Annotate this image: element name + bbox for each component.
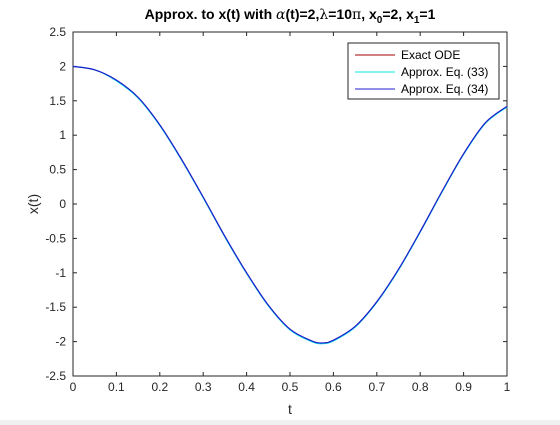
x-tick-label: 0.1 [108, 380, 125, 394]
title-subscript-0: 0 [377, 15, 383, 26]
y-tick-label: 0.5 [49, 163, 66, 177]
x-axis-label: t [288, 401, 292, 417]
legend-label-approx-34: Approx. Eq. (34) [401, 82, 488, 96]
title-subscript-1: 1 [414, 15, 420, 26]
x-tick-label: 0.2 [151, 380, 168, 394]
y-tick-label: -0.5 [45, 231, 66, 245]
title-alpha-symbol: α [276, 7, 286, 23]
chart-title: Approx. to x(t) with α(t)=2,λ=10π, x0=2,… [145, 6, 436, 26]
axis-ticks [72, 31, 508, 377]
title-pi-symbol: π [352, 7, 361, 23]
y-axis-label: x(t) [25, 194, 41, 214]
title-part-1: Approx. to x(t) with [145, 6, 276, 22]
x-tick-label: 0.6 [325, 380, 342, 394]
x-tick-label: 0.5 [282, 380, 299, 394]
axis-tick-labels: 0 0.1 0.2 0.3 0.4 0.5 0.6 0.7 0.8 0.9 1 2.5 2 1.5 1 0.5… [45, 25, 510, 394]
y-tick-label: 2 [59, 59, 66, 73]
x-tick-label: 0.4 [238, 380, 255, 394]
x-tick-label: 0 [70, 380, 77, 394]
y-tick-label: 1.5 [49, 94, 66, 108]
y-tick-label: 2.5 [49, 25, 66, 39]
x-tick-label: 1 [504, 380, 511, 394]
y-tick-label: 1 [59, 128, 66, 142]
legend-label-approx-33: Approx. Eq. (33) [401, 65, 488, 79]
title-part-2: (t)=2, [286, 6, 320, 22]
title-part-6: =1 [419, 6, 435, 22]
y-tick-label: -2.5 [45, 369, 66, 383]
legend: Exact ODE Approx. Eq. (33) Approx. Eq. (… [347, 42, 500, 100]
y-tick-label: 0 [59, 197, 66, 211]
y-tick-label: -2 [55, 335, 66, 349]
series-line-approx-34 [72, 65, 508, 344]
series-lines [72, 65, 508, 345]
title-lambda-symbol: λ [319, 7, 328, 23]
y-tick-label: -1.5 [45, 300, 66, 314]
legend-box [347, 42, 500, 100]
y-tick-label: -1 [55, 266, 66, 280]
title-part-5: =2, x [382, 6, 414, 22]
legend-label-exact-ode: Exact ODE [401, 48, 460, 62]
x-tick-label: 0.9 [455, 380, 472, 394]
title-part-3: =10 [328, 6, 352, 22]
x-tick-label: 0.3 [195, 380, 212, 394]
title-part-4: , x [361, 6, 377, 22]
x-tick-label: 0.7 [368, 380, 385, 394]
x-tick-label: 0.8 [412, 380, 429, 394]
